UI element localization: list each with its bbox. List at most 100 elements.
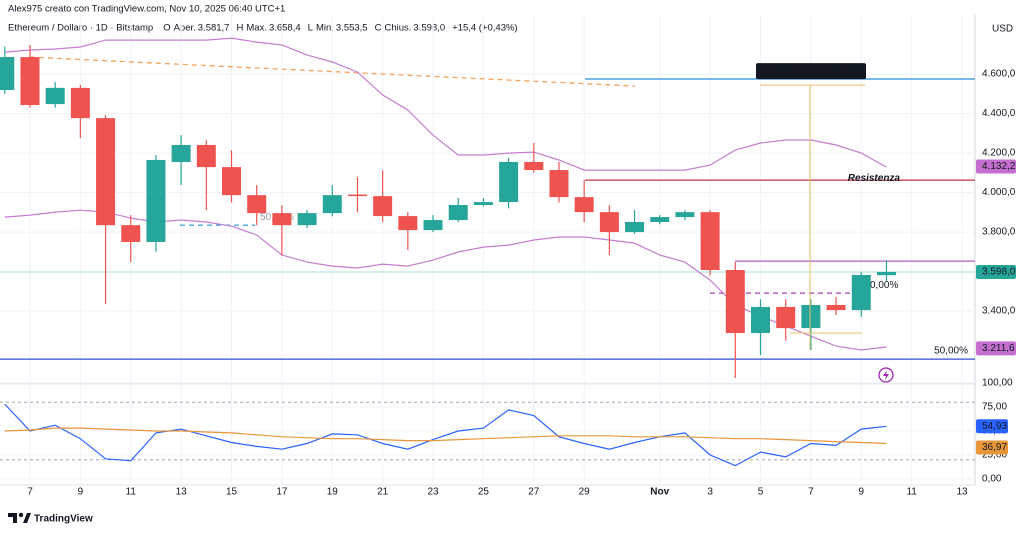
y-tick-label: 100,00	[982, 378, 1013, 389]
price-tag-label: 3.598,0	[982, 267, 1016, 278]
legend-text: 3.581,7	[198, 23, 230, 34]
x-tick-label: 29	[579, 487, 591, 498]
x-tick-label: 11	[906, 487, 917, 498]
legend-text: Max.	[246, 23, 267, 34]
legend-text: O	[163, 23, 170, 34]
candle-body	[499, 161, 519, 203]
candle-body	[398, 216, 418, 231]
logo: TradingView	[8, 512, 93, 525]
legend-text: Aper.	[174, 23, 196, 34]
level-label: 50,00%	[934, 346, 968, 357]
candle-body	[20, 57, 40, 106]
legend: Ethereum / Dollaro · 1D · Bitstamp O Aper.…	[8, 23, 518, 34]
y-tick-label: 0,00	[982, 474, 1002, 485]
candle-body	[196, 144, 216, 168]
x-tick-label: 13	[176, 487, 188, 498]
legend-text: Min.	[316, 23, 334, 34]
candle-body	[574, 197, 594, 213]
value-tag-label: 54,93	[982, 421, 1007, 432]
candle-body	[423, 220, 443, 231]
candle-body	[297, 213, 317, 226]
x-tick-label: 9	[78, 487, 84, 498]
candle-body	[373, 196, 393, 217]
x-tick-label: 7	[808, 487, 814, 498]
candle-body	[45, 87, 65, 105]
y-tick-label: 3.800,0	[982, 227, 1016, 238]
x-tick-label: 7	[27, 487, 33, 498]
candle-body	[473, 202, 493, 206]
candle-body	[524, 161, 544, 171]
candle-body	[70, 87, 90, 119]
level-label: 0,00%	[870, 280, 898, 291]
legend-text: +15,4 (+0,43%)	[452, 23, 518, 34]
legend-text: 3.658,4	[269, 23, 301, 34]
x-tick-label: 3	[707, 487, 713, 498]
candle-body	[801, 304, 821, 329]
candle-body	[347, 194, 367, 197]
value-tag	[976, 440, 1008, 455]
candle-body	[0, 57, 15, 91]
value-tag	[976, 419, 1008, 434]
y-tick-label: 4.200,0	[982, 148, 1016, 159]
candle-body	[247, 195, 267, 214]
y-tick-label: 4.600,0	[982, 69, 1016, 80]
candle-body	[448, 205, 468, 221]
candle-body	[222, 167, 242, 196]
x-tick-label: 19	[327, 487, 339, 498]
price-tag	[976, 159, 1016, 174]
x-tick-label: 23	[427, 487, 439, 498]
series-line	[4, 37, 887, 171]
x-tick-label: 9	[858, 487, 864, 498]
candle-body	[146, 159, 166, 242]
candle-body	[776, 306, 796, 329]
candle-body	[700, 212, 720, 271]
candle-body	[675, 212, 695, 218]
x-tick-label: 11	[126, 487, 137, 498]
legend-text: Chius.	[384, 23, 411, 34]
level-label: Resistenza	[848, 173, 901, 184]
legend-text: L	[308, 23, 313, 34]
candle-body	[751, 306, 770, 334]
x-tick-label: 15	[226, 487, 238, 498]
legend-text: H	[236, 23, 243, 34]
x-tick-label: 25	[478, 487, 490, 498]
candle-body	[121, 225, 141, 242]
alert-icon	[878, 367, 894, 383]
price-tag-label: 3.211,6	[982, 343, 1015, 354]
x-tick-label: 27	[528, 487, 540, 498]
x-tick-label: 17	[276, 487, 288, 498]
value-tag-label: 36,97	[982, 442, 1007, 453]
candle-body	[625, 222, 645, 233]
measure-label: 1.261,1 (38,38%) 12.611	[756, 66, 866, 77]
price-tag-label: 4.132,2	[982, 161, 1016, 172]
currency: USD	[992, 24, 1013, 35]
candle-body	[826, 304, 846, 311]
x-tick-label: 21	[377, 487, 389, 498]
candle-body	[851, 274, 871, 311]
legend-text: 3.598,0	[413, 23, 445, 34]
y-tick-label: 4.400,0	[982, 108, 1016, 119]
legend-text: 3.553,5	[336, 23, 368, 34]
candle-body	[599, 212, 619, 233]
x-tick-label: Nov	[650, 487, 669, 498]
y-tick-label: 75,00	[982, 402, 1007, 413]
legend-text: C	[375, 23, 382, 34]
price-tag	[976, 341, 1016, 356]
candle-body	[171, 144, 191, 162]
y-tick-label: 25,00	[982, 450, 1007, 461]
trend-line	[29, 56, 636, 87]
candle-body	[725, 270, 745, 334]
candle-body	[650, 217, 670, 223]
attribution: Alex975 creato con TradingView.com, Nov …	[8, 4, 285, 15]
series-line	[4, 427, 887, 445]
candle-body	[876, 271, 896, 276]
x-tick-label: 13	[956, 487, 968, 498]
brand: TradingView	[34, 514, 93, 525]
price-tag	[976, 264, 1016, 279]
candle-body	[549, 170, 569, 198]
candle-body	[96, 118, 116, 226]
x-tick-label: 5	[758, 487, 764, 498]
